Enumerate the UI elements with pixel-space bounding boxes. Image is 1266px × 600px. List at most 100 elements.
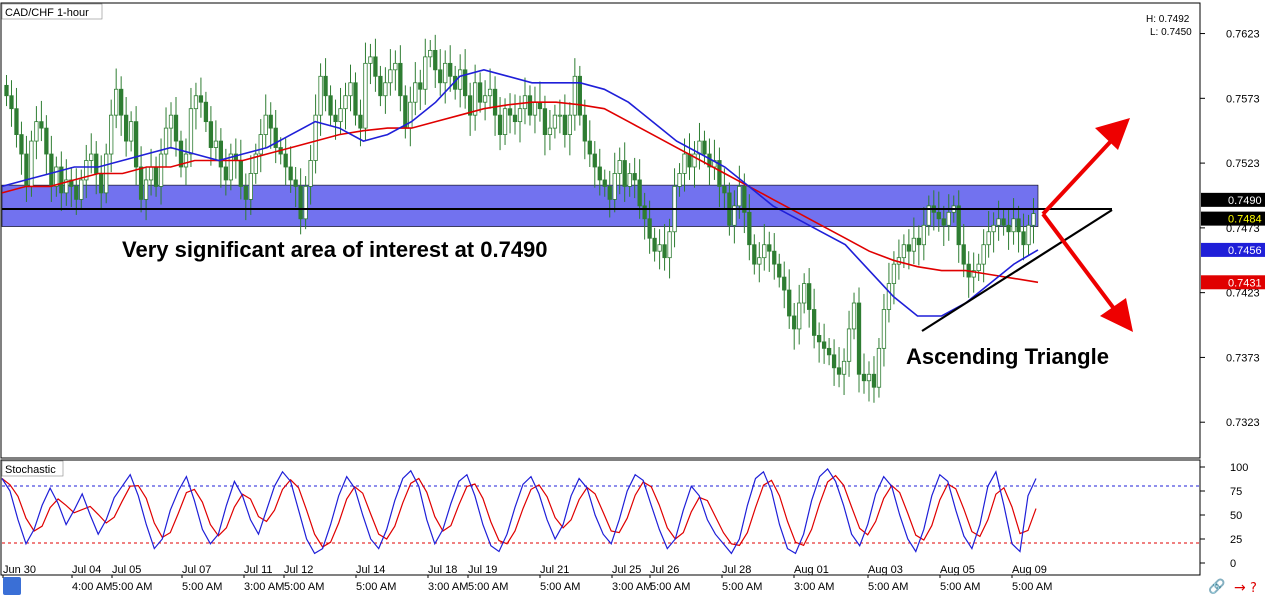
candle-body [213, 140, 219, 148]
candle-body [682, 153, 687, 174]
candle-body [856, 302, 862, 375]
time-tick-time: 3:00 AM [428, 581, 468, 593]
candle-body [502, 108, 508, 135]
candle-body [722, 186, 727, 194]
candle-body [243, 186, 248, 200]
candle-body [652, 237, 657, 252]
candle-body [772, 250, 777, 265]
candle-body [996, 218, 1001, 226]
zone-annotation: Very significant area of interest at 0.7… [122, 237, 548, 262]
candle-body [173, 114, 179, 142]
time-tick-date: Aug 01 [794, 564, 829, 576]
time-tick-date: Jul 25 [612, 564, 641, 576]
time-tick-date: Jul 04 [72, 564, 101, 576]
candle-body [871, 373, 877, 388]
candle-body [802, 283, 807, 304]
candle-body [881, 309, 887, 349]
candle-body [517, 108, 523, 123]
candle-body [821, 341, 827, 349]
candle-body [657, 244, 662, 252]
candle-body [343, 95, 348, 110]
candle-body [133, 121, 139, 168]
candle-body [143, 179, 149, 200]
candle-body [1031, 213, 1036, 226]
candle-body [667, 231, 672, 259]
candle-body [976, 263, 981, 272]
candle-body [552, 114, 558, 129]
candle-body [74, 186, 79, 200]
candle-body [846, 328, 852, 362]
stochastic-axis: 100 75 50 25 0 [1200, 462, 1248, 570]
chart-title-box [1, 3, 103, 20]
candle-body [308, 160, 313, 187]
stochastic-tick-label: 50 [1230, 510, 1242, 522]
candle-body [732, 205, 737, 226]
candle-body [946, 211, 951, 226]
time-tick-date: Aug 05 [940, 564, 975, 576]
link-icon[interactable]: 🔗 [1208, 577, 1226, 595]
candle-body [398, 62, 403, 97]
candle-body [921, 224, 926, 246]
candle-body [363, 62, 368, 129]
candle-body [527, 95, 533, 116]
price-tags: 0.7490 0.7484 0.7456 0.7431 [1201, 192, 1265, 290]
candle-body [916, 237, 921, 246]
candle-body [797, 302, 802, 330]
candle-body [662, 244, 667, 259]
candle-body [742, 186, 747, 213]
price-tick-label: 0.7423 [1226, 288, 1260, 300]
candle-body [622, 160, 627, 187]
time-tick-time: 5:00 AM [182, 581, 222, 593]
candle-body [836, 367, 842, 375]
candle-body [792, 315, 797, 330]
candle-body [188, 108, 194, 155]
time-tick-time: 5:00 AM [356, 581, 396, 593]
candle-body [99, 173, 104, 194]
fast-moving-average-line [1, 68, 1039, 317]
candle-body [423, 56, 428, 90]
candle-body [463, 69, 468, 97]
candle-body [128, 121, 134, 142]
candle-body [607, 186, 612, 200]
menu-icon[interactable] [3, 577, 21, 595]
stochastic-tick-label: 0 [1230, 558, 1236, 570]
candle-body [138, 166, 144, 200]
candle-body [941, 218, 946, 226]
candle-body [1026, 224, 1031, 246]
candle-body [218, 140, 224, 168]
candle-body [64, 179, 69, 194]
candle-body [886, 283, 892, 310]
candle-body [557, 114, 563, 117]
time-tick-time: 5:00 AM [284, 581, 324, 593]
candle-body [692, 153, 697, 168]
candle-body [109, 114, 114, 155]
candle-body [24, 153, 29, 187]
share-icon[interactable]: → [1234, 580, 1246, 596]
candle-body [632, 173, 637, 181]
candle-body [677, 173, 682, 187]
candle-body [497, 114, 503, 135]
candle-body [812, 309, 817, 336]
price-tick-label: 0.7523 [1226, 158, 1260, 170]
close-icon[interactable]: ? [1250, 581, 1257, 596]
candle-body [34, 121, 39, 142]
candle-body [178, 140, 184, 168]
candle-body [39, 121, 44, 129]
candle-body [876, 347, 882, 388]
candle-body [472, 82, 478, 116]
time-tick-time: 5:00 AM [722, 581, 762, 593]
area-of-interest-zone [1, 184, 1039, 227]
candle-body [248, 173, 253, 200]
candle-body [597, 166, 602, 181]
candle-body [49, 153, 54, 187]
candle-body [816, 335, 822, 343]
candle-body [826, 347, 832, 356]
candle-body [403, 95, 408, 129]
candle-body [318, 75, 323, 116]
bearish-breakdown-arrow [1041, 212, 1117, 312]
candle-body [647, 218, 652, 239]
candle-body [238, 160, 243, 187]
candle-body [94, 153, 99, 174]
price-axis: 0.7623 0.7573 0.7523 0.7473 0.7423 0.7373 0.73… [1200, 29, 1260, 429]
